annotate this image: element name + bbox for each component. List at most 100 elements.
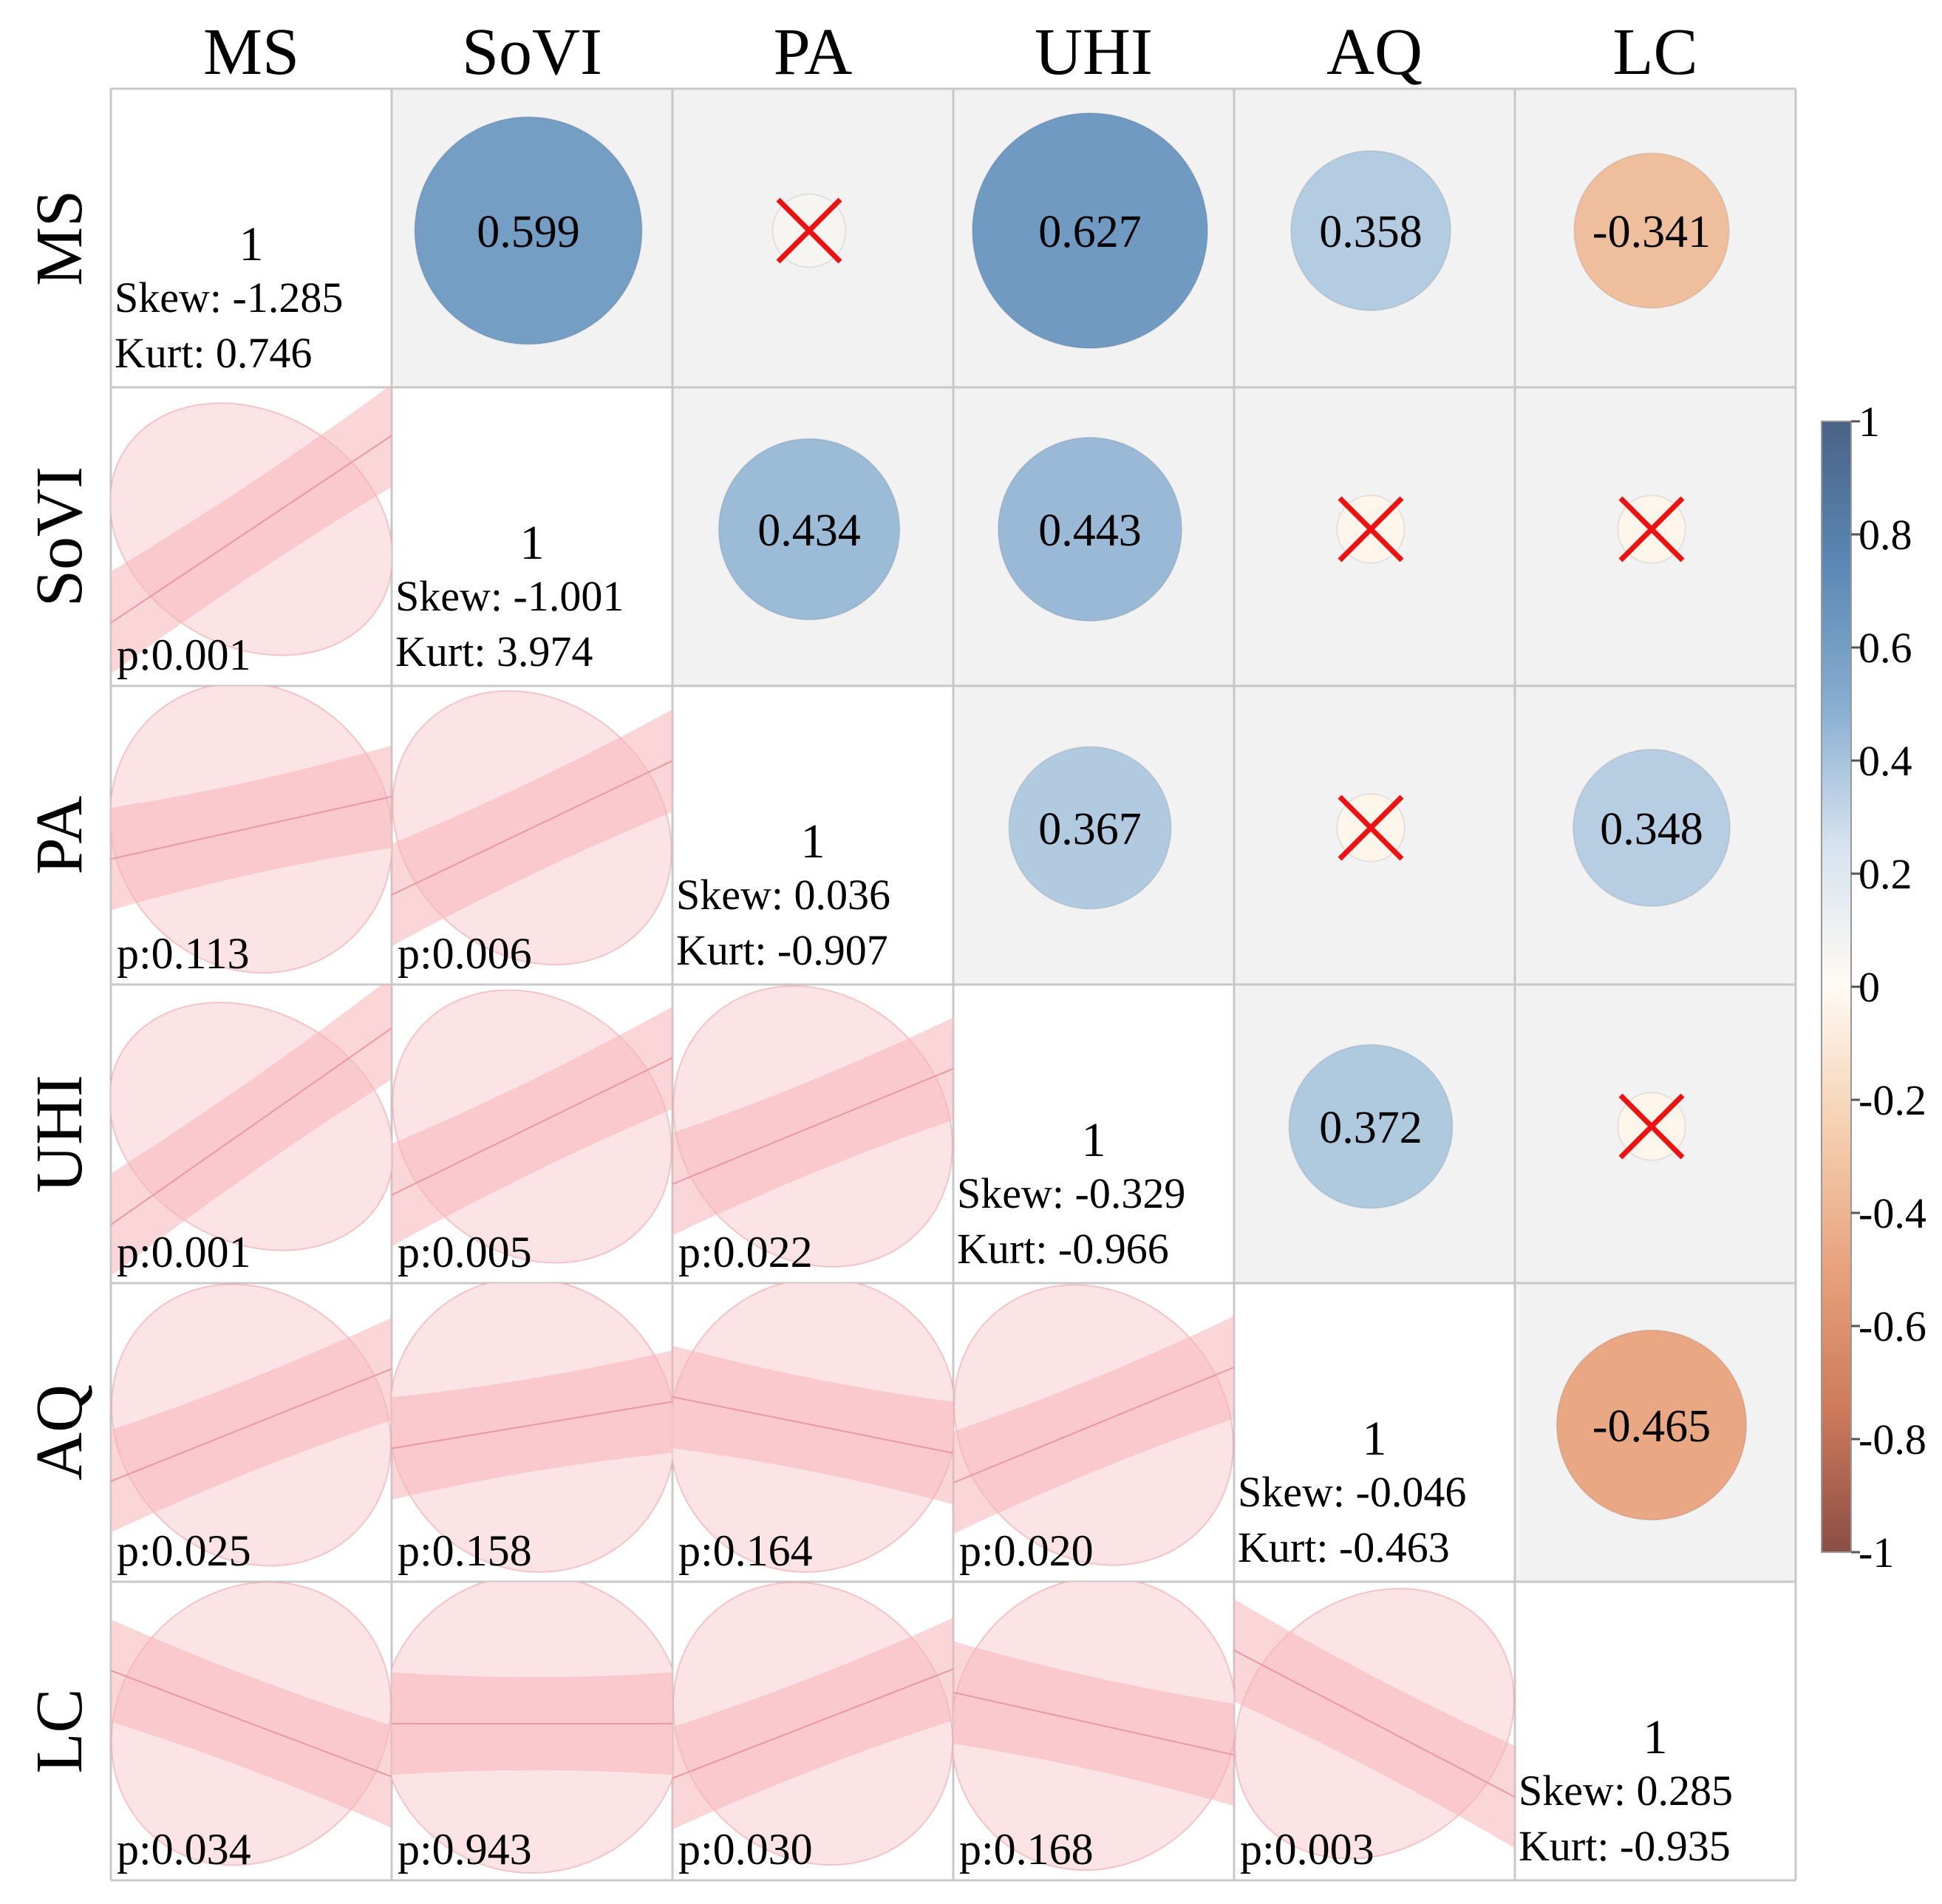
correlation-circle [971,112,1209,350]
p-value-label: p:0.030 [678,1825,813,1874]
correlation-circle [1288,1044,1454,1209]
regression-line [392,1401,672,1449]
p-value-label: p:0.168 [959,1825,1094,1874]
diagonal-value: 1 [1643,1710,1668,1764]
regression-line [953,1691,1234,1756]
diagonal-value: 1 [801,815,825,868]
correlation-value-label: 0.627 [1038,207,1142,257]
column-header-uhi: UHI [1035,16,1153,89]
scatter-panel: p:0.030 [672,1582,953,1874]
colorbar-tick-label: 0 [1858,963,1880,1011]
correlation-circle [1008,746,1172,910]
diagonal-value: 1 [520,516,545,570]
regression-line [672,1668,953,1779]
diagonal-value: 1 [1082,1113,1106,1167]
diagonal-kurtosis: Kurt: -0.935 [1519,1822,1731,1870]
insignificant-cross-mark [1618,1093,1685,1160]
colorbar-tick-label: -0.2 [1858,1076,1926,1124]
correlation-value-label: 0.372 [1319,1103,1423,1153]
diagonal-kurtosis: Kurt: 0.746 [115,329,312,377]
insignificant-cross-mark [1618,496,1685,562]
scatter-panel: p:0.022 [672,985,953,1276]
regression-line [111,795,392,860]
insignificant-cross-mark [1338,496,1404,562]
regression-line [111,1367,392,1483]
correlation-value-label: 0.358 [1319,207,1423,257]
colorbar-tick-label: 0.2 [1858,850,1912,898]
correlation-value-label: 0.443 [1038,506,1142,556]
diagonal-skew: Skew: 0.285 [1519,1767,1733,1815]
p-value-label: p:0.158 [398,1526,532,1575]
scatter-panel: p:0.006 [392,690,672,978]
colorbar-gradient [1821,421,1852,1553]
regression-line [672,1395,953,1455]
row-header-sovi: SoVI [23,466,96,607]
correlation-value-label: 0.434 [757,506,861,556]
colorbar: 1 0.8 0.6 0.4 0.2 0 -0.2 -0.4 -0.6 -0.8 -1 [1821,398,1926,1577]
correlation-circle [1573,152,1730,309]
correlation-circle [1572,748,1731,908]
row-headers: MS SoVI PA UHI AQ LC [23,190,96,1774]
correlation-value-label: 0.348 [1600,804,1703,854]
row-header-lc: LC [23,1688,96,1773]
matrix-cells: 0.599 0.627 0.358 -0.341 0.434 0.443 0.367 0.34… [109,87,1797,1882]
scatter-panel: p:0.001 [111,387,392,679]
regression-line [953,1366,1234,1484]
column-header-ms: MS [203,16,299,89]
correlation-circle [414,116,643,345]
correlation-circle [997,436,1183,622]
p-value-label: p:0.003 [1240,1825,1374,1874]
diagonal-value: 1 [1363,1412,1387,1466]
diagonal-skew: Skew: -0.329 [957,1169,1185,1217]
p-value-label: p:0.005 [398,1228,532,1276]
diagonal-skew: Skew: -1.001 [395,572,624,620]
scatter-panel: p:0.005 [392,989,672,1276]
row-header-aq: AQ [23,1384,96,1480]
scatter-panel: p:0.113 [111,686,392,978]
regression-confidence-band [111,387,392,674]
diagonal-skew: Skew: 0.036 [676,871,890,919]
p-value-label: p:0.025 [117,1526,251,1575]
correlation-circle [1289,149,1452,312]
p-value-label: p:0.006 [398,929,532,978]
regression-line [111,1027,392,1226]
scatter-panel: p:0.034 [111,1582,392,1874]
regression-line [392,760,672,896]
scatter-panel: p:0.168 [953,1582,1234,1874]
colorbar-tick-label: 0.8 [1858,511,1912,559]
scatter-panel: p:0.020 [953,1284,1234,1575]
diagonal-skew: Skew: -0.046 [1238,1468,1466,1516]
column-header-pa: PA [774,16,853,89]
row-header-uhi: UHI [23,1075,96,1193]
colorbar-tick-label: 0.6 [1858,624,1912,672]
p-value-label: p:0.113 [117,929,249,978]
colorbar-tick-label: -0.4 [1858,1189,1926,1237]
diagonal-skew: Skew: -1.285 [115,273,343,322]
scatter-panel: p:0.025 [111,1283,392,1575]
p-value-label: p:0.001 [117,1228,251,1276]
correlation-value-label: -0.341 [1592,207,1711,257]
row-header-ms: MS [23,190,96,286]
diagonal-value: 1 [239,217,264,271]
colorbar-tick-label: -0.6 [1858,1302,1926,1350]
colorbar-ticks: 1 0.8 0.6 0.4 0.2 0 -0.2 -0.4 -0.6 -0.8 -1 [1851,398,1926,1577]
colorbar-tick-label: 1 [1858,398,1880,446]
correlation-circle [1556,1329,1748,1521]
column-header-sovi: SoVI [462,16,602,89]
diagonal-kurtosis: Kurt: -0.463 [1238,1523,1450,1571]
correlation-value-label: 0.367 [1038,804,1142,854]
regression-line [111,1670,392,1778]
column-headers: MS SoVI PA UHI AQ LC [203,16,1698,89]
p-value-label: p:0.020 [959,1526,1094,1575]
colorbar-tick-label: -0.8 [1858,1415,1926,1463]
colorbar-tick-label: 0.4 [1858,737,1912,785]
column-header-aq: AQ [1326,16,1423,89]
insignificant-cross-mark [776,197,842,264]
scatter-panel: p:0.164 [672,1283,953,1575]
diagonal-kurtosis: Kurt: -0.966 [957,1225,1169,1273]
diagonal-kurtosis: Kurt: -0.907 [676,926,888,974]
correlation-value-label: 0.599 [477,207,580,257]
colorbar-tick-label: -1 [1858,1529,1894,1577]
correlation-value-label: -0.465 [1592,1401,1711,1452]
